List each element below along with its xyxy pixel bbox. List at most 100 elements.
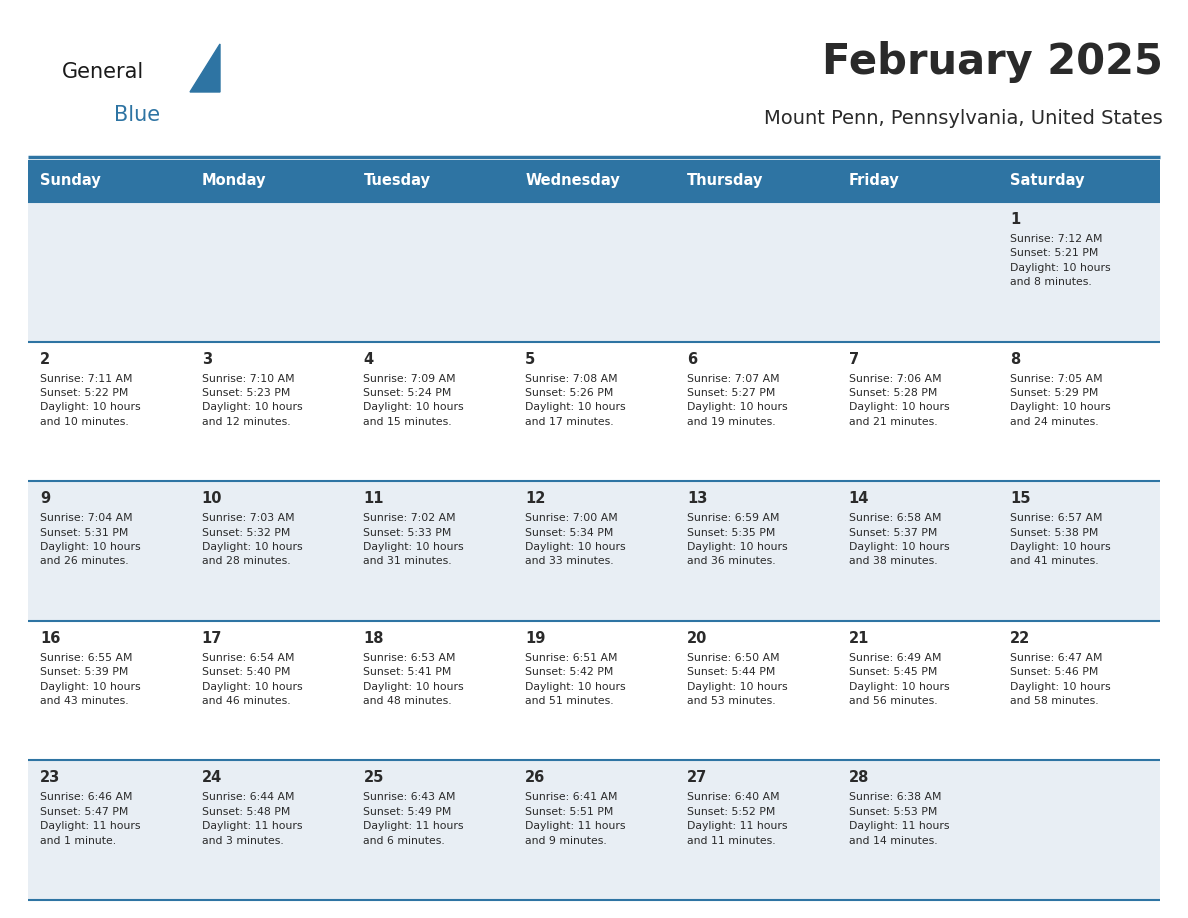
Text: Saturday: Saturday <box>1010 174 1085 188</box>
Text: 20: 20 <box>687 631 707 645</box>
Text: Blue: Blue <box>114 105 160 125</box>
Bar <box>190 341 352 481</box>
Text: Sunday: Sunday <box>40 174 101 188</box>
Text: Mount Penn, Pennsylvania, United States: Mount Penn, Pennsylvania, United States <box>764 108 1163 128</box>
Text: 4: 4 <box>364 352 373 366</box>
Bar <box>836 160 998 202</box>
Bar <box>675 160 836 202</box>
Text: Sunrise: 7:03 AM
Sunset: 5:32 PM
Daylight: 10 hours
and 28 minutes.: Sunrise: 7:03 AM Sunset: 5:32 PM Dayligh… <box>202 513 302 566</box>
Text: Sunrise: 7:10 AM
Sunset: 5:23 PM
Daylight: 10 hours
and 12 minutes.: Sunrise: 7:10 AM Sunset: 5:23 PM Dayligh… <box>202 374 302 427</box>
Bar <box>190 160 352 202</box>
Bar <box>836 481 998 621</box>
Text: Sunrise: 6:41 AM
Sunset: 5:51 PM
Daylight: 11 hours
and 9 minutes.: Sunrise: 6:41 AM Sunset: 5:51 PM Dayligh… <box>525 792 626 845</box>
Text: 26: 26 <box>525 770 545 786</box>
Bar <box>513 202 675 341</box>
Text: 10: 10 <box>202 491 222 506</box>
Bar <box>29 481 190 621</box>
Text: Sunrise: 7:00 AM
Sunset: 5:34 PM
Daylight: 10 hours
and 33 minutes.: Sunrise: 7:00 AM Sunset: 5:34 PM Dayligh… <box>525 513 626 566</box>
Text: Sunrise: 6:51 AM
Sunset: 5:42 PM
Daylight: 10 hours
and 51 minutes.: Sunrise: 6:51 AM Sunset: 5:42 PM Dayligh… <box>525 653 626 706</box>
Text: 18: 18 <box>364 631 384 645</box>
Text: 2: 2 <box>40 352 50 366</box>
Text: General: General <box>62 62 144 82</box>
Text: Sunrise: 7:08 AM
Sunset: 5:26 PM
Daylight: 10 hours
and 17 minutes.: Sunrise: 7:08 AM Sunset: 5:26 PM Dayligh… <box>525 374 626 427</box>
Bar <box>675 341 836 481</box>
Bar <box>836 202 998 341</box>
Bar <box>675 760 836 900</box>
Text: 6: 6 <box>687 352 697 366</box>
Bar <box>836 760 998 900</box>
Text: 28: 28 <box>848 770 868 786</box>
Text: 25: 25 <box>364 770 384 786</box>
Text: Sunrise: 6:46 AM
Sunset: 5:47 PM
Daylight: 11 hours
and 1 minute.: Sunrise: 6:46 AM Sunset: 5:47 PM Dayligh… <box>40 792 140 845</box>
Text: Tuesday: Tuesday <box>364 174 430 188</box>
Text: Sunrise: 7:11 AM
Sunset: 5:22 PM
Daylight: 10 hours
and 10 minutes.: Sunrise: 7:11 AM Sunset: 5:22 PM Dayligh… <box>40 374 140 427</box>
Bar <box>352 621 513 760</box>
Text: 16: 16 <box>40 631 61 645</box>
Text: Sunrise: 6:43 AM
Sunset: 5:49 PM
Daylight: 11 hours
and 6 minutes.: Sunrise: 6:43 AM Sunset: 5:49 PM Dayligh… <box>364 792 465 845</box>
Text: 19: 19 <box>525 631 545 645</box>
Bar <box>998 160 1159 202</box>
Bar <box>190 481 352 621</box>
Bar <box>836 341 998 481</box>
Text: 11: 11 <box>364 491 384 506</box>
Text: Sunrise: 6:59 AM
Sunset: 5:35 PM
Daylight: 10 hours
and 36 minutes.: Sunrise: 6:59 AM Sunset: 5:35 PM Dayligh… <box>687 513 788 566</box>
Text: 9: 9 <box>40 491 50 506</box>
Bar <box>29 621 190 760</box>
Text: Sunrise: 7:05 AM
Sunset: 5:29 PM
Daylight: 10 hours
and 24 minutes.: Sunrise: 7:05 AM Sunset: 5:29 PM Dayligh… <box>1010 374 1111 427</box>
Text: 5: 5 <box>525 352 536 366</box>
Bar <box>513 160 675 202</box>
Bar <box>675 202 836 341</box>
Text: Thursday: Thursday <box>687 174 763 188</box>
Bar <box>513 621 675 760</box>
Bar <box>675 621 836 760</box>
Bar <box>352 481 513 621</box>
Text: 17: 17 <box>202 631 222 645</box>
Bar <box>513 341 675 481</box>
Text: 21: 21 <box>848 631 868 645</box>
Text: 13: 13 <box>687 491 707 506</box>
Text: Sunrise: 7:12 AM
Sunset: 5:21 PM
Daylight: 10 hours
and 8 minutes.: Sunrise: 7:12 AM Sunset: 5:21 PM Dayligh… <box>1010 234 1111 287</box>
Text: Sunrise: 6:47 AM
Sunset: 5:46 PM
Daylight: 10 hours
and 58 minutes.: Sunrise: 6:47 AM Sunset: 5:46 PM Dayligh… <box>1010 653 1111 706</box>
Text: 15: 15 <box>1010 491 1031 506</box>
Text: Sunrise: 6:38 AM
Sunset: 5:53 PM
Daylight: 11 hours
and 14 minutes.: Sunrise: 6:38 AM Sunset: 5:53 PM Dayligh… <box>848 792 949 845</box>
Bar <box>190 760 352 900</box>
Text: Wednesday: Wednesday <box>525 174 620 188</box>
Bar <box>190 202 352 341</box>
Text: 3: 3 <box>202 352 211 366</box>
Bar <box>29 760 190 900</box>
Bar <box>675 481 836 621</box>
Text: Sunrise: 6:53 AM
Sunset: 5:41 PM
Daylight: 10 hours
and 48 minutes.: Sunrise: 6:53 AM Sunset: 5:41 PM Dayligh… <box>364 653 465 706</box>
Text: 12: 12 <box>525 491 545 506</box>
Bar <box>836 621 998 760</box>
Text: Sunrise: 7:02 AM
Sunset: 5:33 PM
Daylight: 10 hours
and 31 minutes.: Sunrise: 7:02 AM Sunset: 5:33 PM Dayligh… <box>364 513 465 566</box>
Text: Sunrise: 6:55 AM
Sunset: 5:39 PM
Daylight: 10 hours
and 43 minutes.: Sunrise: 6:55 AM Sunset: 5:39 PM Dayligh… <box>40 653 140 706</box>
Text: Sunrise: 6:40 AM
Sunset: 5:52 PM
Daylight: 11 hours
and 11 minutes.: Sunrise: 6:40 AM Sunset: 5:52 PM Dayligh… <box>687 792 788 845</box>
Text: 27: 27 <box>687 770 707 786</box>
Bar <box>29 341 190 481</box>
Text: Monday: Monday <box>202 174 266 188</box>
Text: February 2025: February 2025 <box>822 41 1163 83</box>
Text: Sunrise: 6:58 AM
Sunset: 5:37 PM
Daylight: 10 hours
and 38 minutes.: Sunrise: 6:58 AM Sunset: 5:37 PM Dayligh… <box>848 513 949 566</box>
Bar <box>29 202 190 341</box>
Bar <box>998 202 1159 341</box>
Text: 8: 8 <box>1010 352 1020 366</box>
Text: 14: 14 <box>848 491 868 506</box>
Text: Sunrise: 6:57 AM
Sunset: 5:38 PM
Daylight: 10 hours
and 41 minutes.: Sunrise: 6:57 AM Sunset: 5:38 PM Dayligh… <box>1010 513 1111 566</box>
Text: Sunrise: 6:54 AM
Sunset: 5:40 PM
Daylight: 10 hours
and 46 minutes.: Sunrise: 6:54 AM Sunset: 5:40 PM Dayligh… <box>202 653 302 706</box>
Bar <box>352 341 513 481</box>
Polygon shape <box>190 44 220 92</box>
Text: Sunrise: 7:09 AM
Sunset: 5:24 PM
Daylight: 10 hours
and 15 minutes.: Sunrise: 7:09 AM Sunset: 5:24 PM Dayligh… <box>364 374 465 427</box>
Text: 1: 1 <box>1010 212 1020 227</box>
Bar <box>513 760 675 900</box>
Bar <box>998 481 1159 621</box>
Text: Sunrise: 7:07 AM
Sunset: 5:27 PM
Daylight: 10 hours
and 19 minutes.: Sunrise: 7:07 AM Sunset: 5:27 PM Dayligh… <box>687 374 788 427</box>
Text: Friday: Friday <box>848 174 899 188</box>
Text: 7: 7 <box>848 352 859 366</box>
Bar <box>998 621 1159 760</box>
Text: 23: 23 <box>40 770 61 786</box>
Text: Sunrise: 6:44 AM
Sunset: 5:48 PM
Daylight: 11 hours
and 3 minutes.: Sunrise: 6:44 AM Sunset: 5:48 PM Dayligh… <box>202 792 302 845</box>
Bar <box>998 760 1159 900</box>
Text: 24: 24 <box>202 770 222 786</box>
Text: Sunrise: 6:49 AM
Sunset: 5:45 PM
Daylight: 10 hours
and 56 minutes.: Sunrise: 6:49 AM Sunset: 5:45 PM Dayligh… <box>848 653 949 706</box>
Bar <box>352 160 513 202</box>
